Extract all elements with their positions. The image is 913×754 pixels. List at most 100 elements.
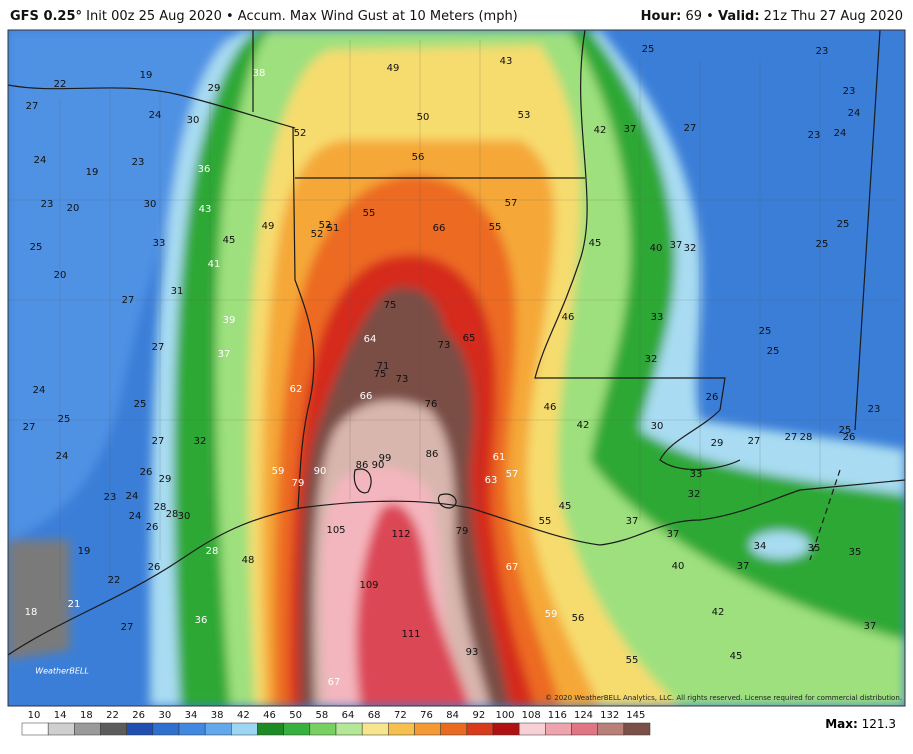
map-label: 24 xyxy=(34,155,47,166)
map-field: 22 19 27 29 38 49 43 25 23 24 30 52 50 53 42 37 27 23 24 23… xyxy=(8,30,905,706)
colorbar-swatch xyxy=(597,722,625,736)
lake xyxy=(750,531,810,559)
map-label: 56 xyxy=(412,152,425,163)
map-label: 28 xyxy=(800,432,813,443)
map-label: 111 xyxy=(401,629,420,640)
colorbar-tick-label: 42 xyxy=(237,710,250,721)
hour: 69 xyxy=(685,9,702,24)
colorbar-swatch xyxy=(571,722,598,736)
map-label: 23 xyxy=(41,199,54,210)
map-label: 24 xyxy=(129,511,142,522)
map-label: 28 xyxy=(154,502,167,513)
map-label: 52 xyxy=(311,229,324,240)
colorbar-tick-label: 72 xyxy=(394,710,407,721)
map-label: 40 xyxy=(650,243,663,254)
map-label: 25 xyxy=(837,219,850,230)
map-label: 27 xyxy=(152,342,165,353)
map-label: 37 xyxy=(670,240,683,251)
colorbar-tick-label: 68 xyxy=(368,710,381,721)
map-label: 37 xyxy=(737,561,750,572)
map-label: 66 xyxy=(433,223,446,234)
map-label: 25 xyxy=(816,239,829,250)
map-label: 40 xyxy=(672,561,685,572)
map-label: 45 xyxy=(223,235,236,246)
map-label: 29 xyxy=(208,83,221,94)
map-label: 59 xyxy=(272,466,285,477)
map-label: 31 xyxy=(171,286,184,297)
map-label: 27 xyxy=(785,432,798,443)
map-label: 57 xyxy=(505,198,518,209)
map-label: 37 xyxy=(218,349,231,360)
colorbar-swatch xyxy=(231,722,258,736)
colorbar-tick-label: 22 xyxy=(106,710,119,721)
map-label: 25 xyxy=(759,326,772,337)
map-label: 37 xyxy=(624,124,637,135)
map-label: 25 xyxy=(58,414,71,425)
colorbar-swatch xyxy=(283,722,311,736)
map-label: 38 xyxy=(253,68,266,79)
map-label: 24 xyxy=(56,451,69,462)
map-label: 109 xyxy=(359,580,378,591)
map-label: 24 xyxy=(848,108,861,119)
map-label: 71 xyxy=(377,361,390,372)
map-label: 26 xyxy=(706,392,719,403)
map-label: 21 xyxy=(68,599,81,610)
map-label: 45 xyxy=(730,651,743,662)
colorbar-swatch xyxy=(21,722,49,736)
map-label: 32 xyxy=(688,489,701,500)
map-label: 24 xyxy=(149,110,162,121)
map-label: 64 xyxy=(364,334,377,345)
valid: 21z Thu 27 Aug 2020 xyxy=(764,9,903,24)
map-label: 25 xyxy=(134,399,147,410)
map-label: 52 xyxy=(294,128,307,139)
map-label: 90 xyxy=(372,460,385,471)
map-label: 25 xyxy=(30,242,43,253)
field xyxy=(8,540,70,660)
colorbar-swatch xyxy=(100,722,127,736)
colorbar-swatch xyxy=(178,722,206,736)
colorbar-swatch xyxy=(545,722,572,736)
map-label: 48 xyxy=(242,555,255,566)
map-label: 37 xyxy=(667,529,680,540)
map-label: 63 xyxy=(485,475,498,486)
colorbar-swatch xyxy=(204,722,232,736)
map-label: 53 xyxy=(518,110,531,121)
colorbar-swatch xyxy=(361,722,389,736)
map-label: 33 xyxy=(153,238,166,249)
map-label: 23 xyxy=(868,404,881,415)
max-value: 121.3 xyxy=(862,717,896,731)
map-label: 34 xyxy=(754,541,767,552)
map-label: 36 xyxy=(198,164,211,175)
map-label: 51 xyxy=(327,223,340,234)
map-label: 99 xyxy=(379,453,392,464)
colorbar-tick-label: 30 xyxy=(158,710,171,721)
colorbar-swatch xyxy=(466,722,494,736)
map-label: 20 xyxy=(67,203,80,214)
map-label: 67 xyxy=(328,677,341,688)
colorbar-swatch xyxy=(257,722,284,736)
map-label: 65 xyxy=(463,333,476,344)
logo: WeatherBELL xyxy=(35,667,89,676)
map-label: 19 xyxy=(140,70,153,81)
colorbar-tick-label: 92 xyxy=(472,710,485,721)
separator: • xyxy=(706,9,714,24)
map-frame xyxy=(7,29,906,707)
map-label: 46 xyxy=(544,402,557,413)
model: GFS 0.25° xyxy=(10,9,82,24)
map-label: 46 xyxy=(562,312,575,323)
map-label: 49 xyxy=(262,221,275,232)
map-label: 61 xyxy=(493,452,506,463)
map-label: 62 xyxy=(290,384,303,395)
map-label: 22 xyxy=(108,575,121,586)
map-label: 73 xyxy=(396,374,409,385)
colorbar-tick-label: 132 xyxy=(600,710,619,721)
map-label: 42 xyxy=(577,420,590,431)
map-label: 27 xyxy=(121,622,134,633)
map-label: 59 xyxy=(545,609,558,620)
map-label: 23 xyxy=(104,492,117,503)
map-label: 29 xyxy=(159,474,172,485)
borders xyxy=(8,30,905,656)
map-label: 93 xyxy=(466,647,479,658)
